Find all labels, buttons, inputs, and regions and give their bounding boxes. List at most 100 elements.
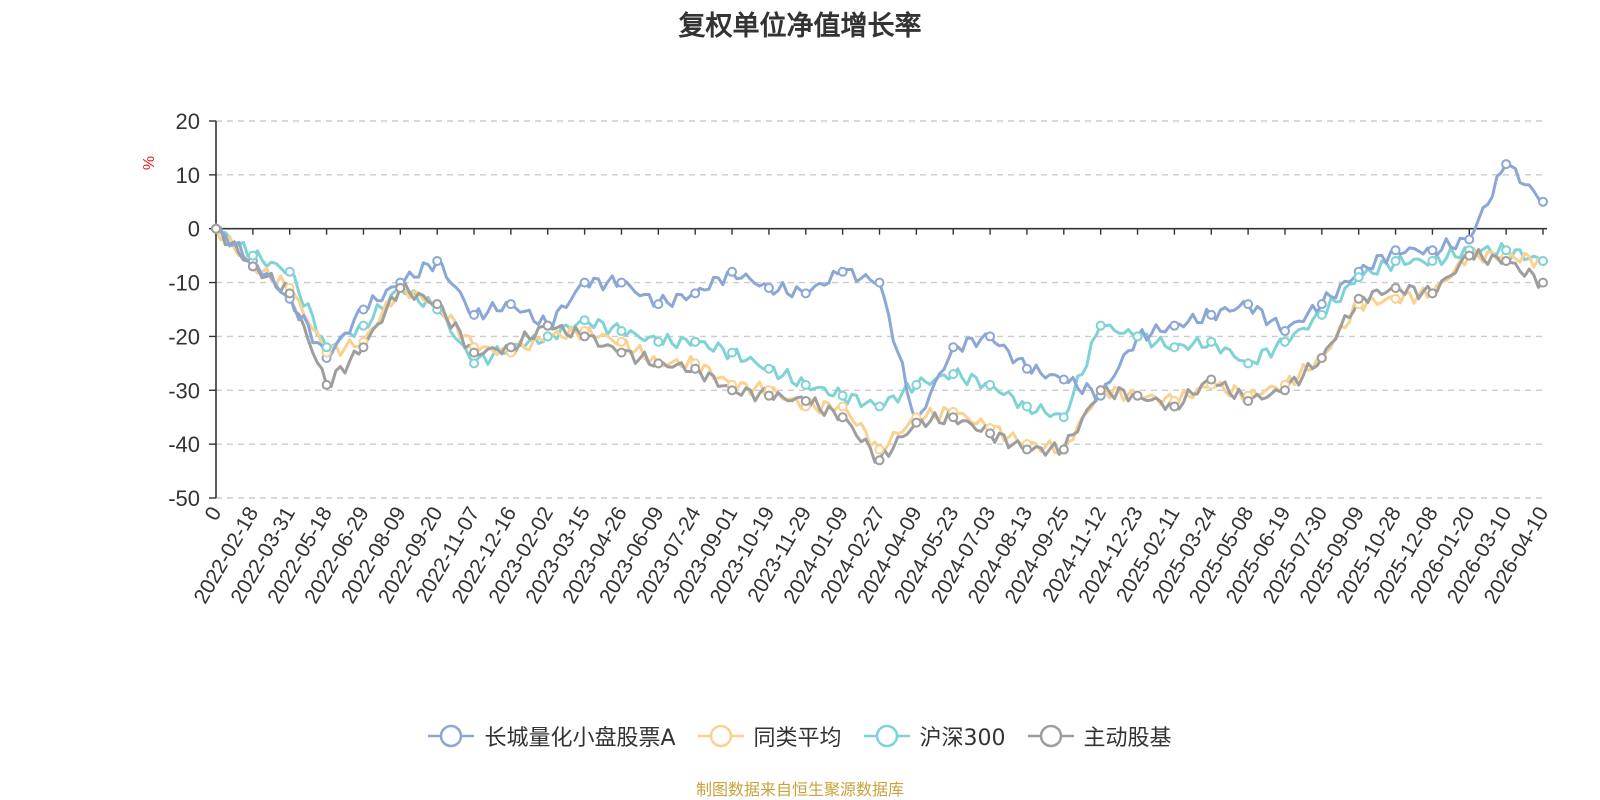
- data-point: [1243, 396, 1254, 407]
- data-point: [763, 363, 774, 374]
- data-point: [321, 342, 332, 353]
- data-point: [1279, 326, 1290, 337]
- data-point: [1501, 159, 1512, 170]
- data-point: [1501, 245, 1512, 256]
- data-point: [1095, 320, 1106, 331]
- data-point: [985, 379, 996, 390]
- data-point: [985, 428, 996, 439]
- series-line-2: [215, 227, 1544, 419]
- chart-title: 复权单位净值增长率: [678, 11, 922, 42]
- legend-item[interactable]: 同类平均: [697, 720, 842, 752]
- data-point: [358, 342, 369, 353]
- series-line-1: [214, 228, 1544, 455]
- data-point: [653, 336, 664, 347]
- y-tick-label: -10: [168, 271, 200, 296]
- legend-swatch-icon: [1027, 724, 1074, 748]
- data-point: [1538, 196, 1548, 207]
- data-point: [837, 412, 848, 423]
- data-point: [653, 299, 664, 310]
- axis-layer: 20100-10-20-30-40-5002022-02-182022-03-3…: [168, 109, 1553, 608]
- data-point: [616, 347, 627, 358]
- data-point: [579, 315, 590, 326]
- line-chart: 20100-10-20-30-40-5002022-02-182022-03-3…: [141, 109, 1553, 608]
- data-point: [690, 336, 701, 347]
- marker-layer: [211, 159, 1548, 466]
- data-point: [579, 277, 590, 288]
- data-point: [1316, 299, 1327, 310]
- data-point: [800, 288, 811, 299]
- legend-label: 主动股基: [1083, 726, 1172, 751]
- y-tick-label: -20: [168, 324, 200, 349]
- data-point: [948, 369, 959, 380]
- data-point: [690, 363, 701, 374]
- data-point: [469, 347, 480, 358]
- legend-marker: [875, 724, 898, 748]
- legend-swatch-icon: [697, 724, 744, 748]
- data-point: [616, 336, 627, 347]
- data-point: [874, 401, 885, 412]
- data-point: [1095, 385, 1106, 396]
- data-point: [395, 282, 406, 293]
- data-point: [837, 266, 848, 277]
- y-tick-label: -30: [168, 378, 200, 403]
- data-point: [1132, 331, 1143, 342]
- data-point: [948, 342, 959, 353]
- data-point: [874, 455, 885, 466]
- data-point: [247, 261, 258, 272]
- data-point: [1206, 309, 1217, 320]
- y-axis-unit-label: %: [141, 156, 158, 170]
- data-point: [358, 304, 369, 315]
- data-point: [1427, 245, 1438, 256]
- data-point: [837, 390, 848, 401]
- data-point: [763, 282, 774, 293]
- data-point: [1243, 299, 1254, 310]
- data-point: [800, 396, 811, 407]
- data-point: [1464, 250, 1475, 261]
- data-point: [1058, 374, 1069, 385]
- y-tick-label: 10: [176, 163, 200, 188]
- y-tick-label: 0: [188, 217, 200, 242]
- y-tick-label: -50: [168, 486, 200, 511]
- data-point: [1206, 374, 1217, 385]
- y-tick-label: -40: [168, 432, 200, 457]
- data-point: [1169, 320, 1180, 331]
- legend-marker: [1039, 724, 1062, 748]
- data-point: [874, 444, 885, 455]
- data-point: [1390, 293, 1401, 304]
- legend-marker: [709, 724, 732, 748]
- data-point: [727, 347, 738, 358]
- legend-swatch-icon: [863, 724, 910, 748]
- data-point: [1427, 288, 1438, 299]
- legend-item[interactable]: 沪深300: [863, 720, 1006, 752]
- legend-item[interactable]: 主动股基: [1027, 720, 1172, 752]
- data-point: [653, 358, 664, 369]
- data-point: [1279, 336, 1290, 347]
- data-point: [1021, 363, 1032, 374]
- legend-label: 同类平均: [753, 726, 842, 751]
- data-point: [505, 299, 516, 310]
- data-point: [432, 256, 443, 267]
- data-point: [616, 326, 627, 337]
- data-point: [1427, 256, 1438, 267]
- data-point: [763, 390, 774, 401]
- legend-marker: [440, 724, 463, 748]
- data-point: [727, 385, 738, 396]
- data-point: [837, 401, 848, 412]
- data-point: [1353, 293, 1364, 304]
- legend-item[interactable]: 长城量化小盘股票A: [428, 720, 676, 752]
- data-point: [1058, 444, 1069, 455]
- data-point: [1206, 336, 1217, 347]
- data-point: [1353, 272, 1364, 283]
- data-point: [1132, 390, 1143, 401]
- data-point: [948, 412, 959, 423]
- data-point: [542, 320, 553, 331]
- data-point: [1243, 358, 1254, 369]
- source-note: 制图数据来自恒生聚源数据库: [695, 780, 904, 799]
- data-point: [911, 379, 922, 390]
- legend-swatch-icon: [428, 724, 475, 748]
- data-point: [469, 358, 480, 369]
- data-point: [1169, 342, 1180, 353]
- data-point: [800, 379, 811, 390]
- data-point: [1316, 309, 1327, 320]
- data-point: [321, 379, 332, 390]
